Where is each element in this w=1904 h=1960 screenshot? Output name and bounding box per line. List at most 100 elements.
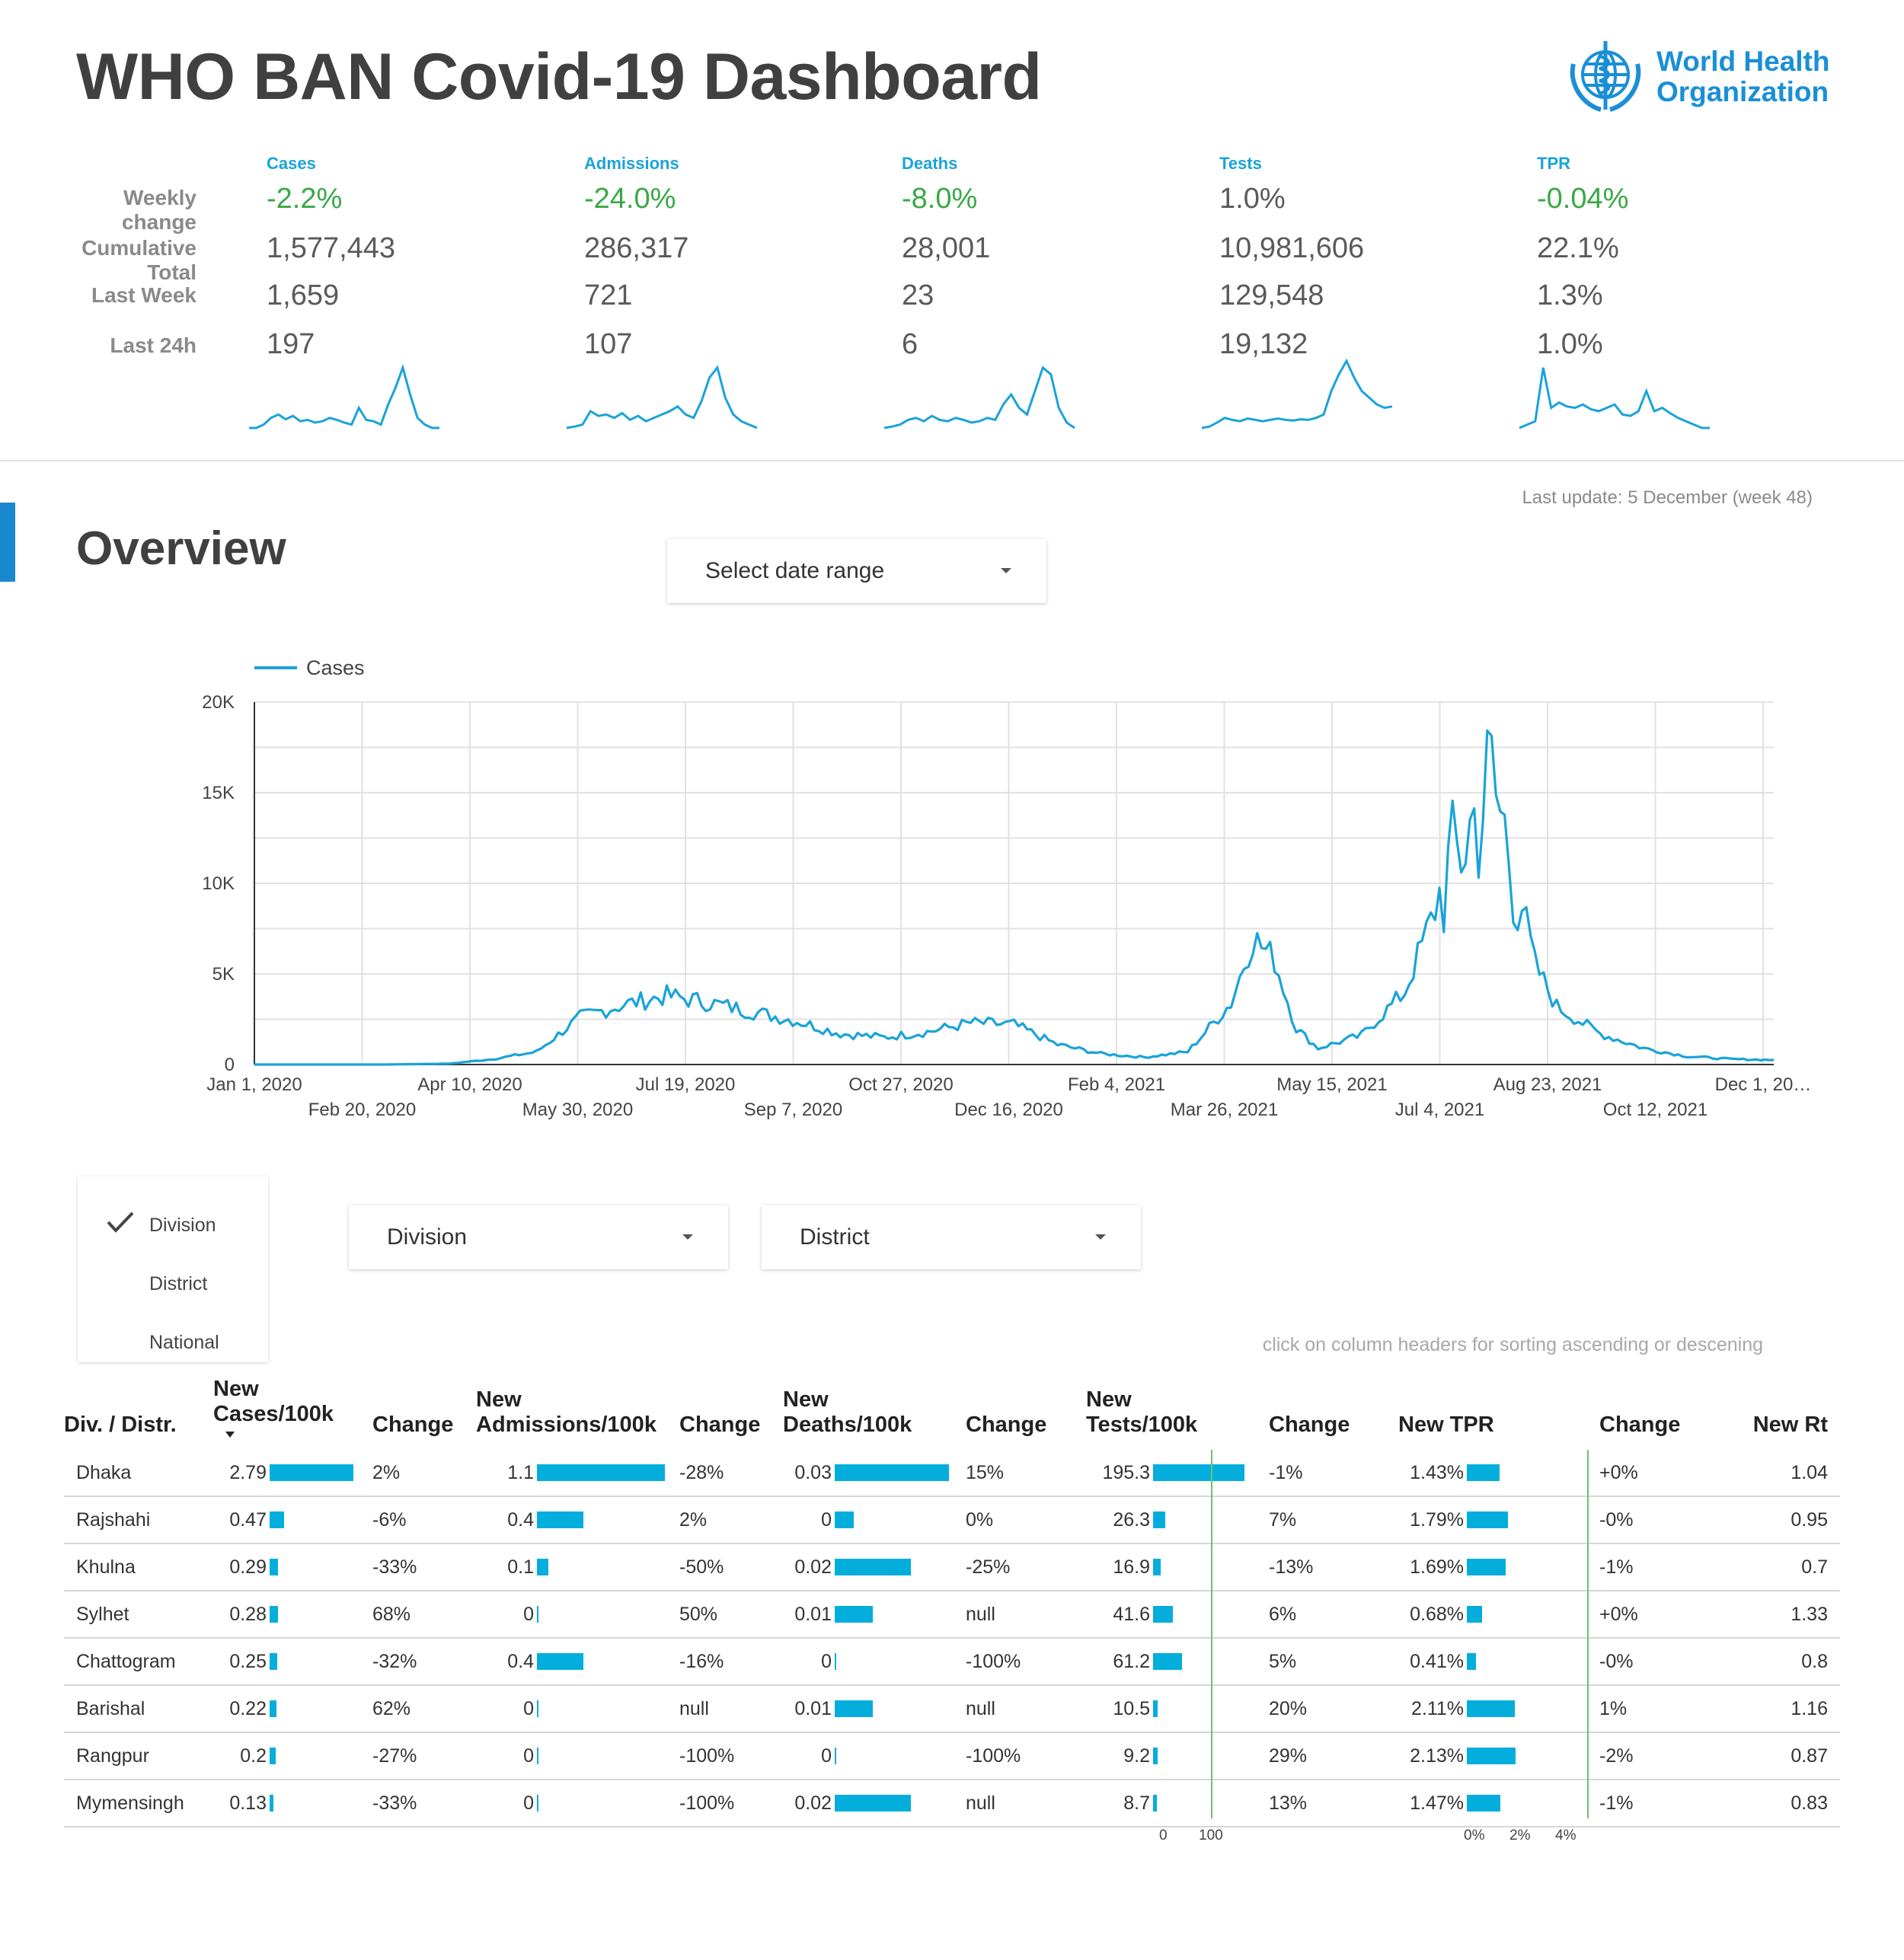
col-header-new-tests[interactable]: New Tests/100k <box>1086 1371 1269 1450</box>
col-header-new-tpr[interactable]: New TPR <box>1398 1413 1494 1437</box>
new-cases-cell: 0.22 <box>213 1685 372 1733</box>
new-tests-cell-value: 195.3 <box>1102 1461 1150 1483</box>
new-deaths-cell-bar <box>835 1653 836 1671</box>
level-option-district[interactable]: District <box>149 1273 208 1294</box>
sparkline-tpr <box>1519 367 1710 429</box>
sparkline-line <box>1519 367 1710 429</box>
admissions-change-cell: -50% <box>679 1543 783 1591</box>
section-accent-bar <box>0 503 15 582</box>
cases-change-cell: 68% <box>372 1591 476 1639</box>
sparkline-admissions <box>566 365 758 429</box>
admissions-change-cell: -100% <box>679 1732 783 1780</box>
x-tick-label: Oct 12, 2021 <box>1603 1100 1708 1120</box>
level-selector[interactable]: Division District National <box>78 1176 268 1362</box>
x-tick-label: Oct 27, 2020 <box>848 1074 953 1095</box>
date-range-dropdown[interactable]: Select date range <box>667 539 1046 603</box>
deaths-change-cell: -100% <box>966 1732 1086 1780</box>
table-row: Mymensingh 0.13 -33% 0 -100% 0.02 null 8.7 13% 1.… <box>64 1780 1840 1828</box>
deaths-change-cell: null <box>966 1685 1086 1733</box>
tests-change-cell: -13% <box>1269 1543 1398 1591</box>
col-header-tests-change[interactable]: Change <box>1269 1413 1350 1437</box>
new-rt-cell: 0.87 <box>1729 1732 1840 1780</box>
deaths-change-cell: null <box>966 1780 1086 1828</box>
admissions-change-cell: -28% <box>679 1450 783 1497</box>
row-name: Barishal <box>64 1685 213 1733</box>
new-deaths-cell-value: 0.01 <box>794 1603 832 1625</box>
new-admissions-cell-value: 1.1 <box>507 1461 534 1483</box>
kpi-tests-weekly: 1.0% <box>1219 183 1286 215</box>
x-tick-label: May 30, 2020 <box>522 1100 633 1120</box>
sparkline-line <box>249 363 439 429</box>
new-deaths-cell: 0.02 <box>783 1543 966 1591</box>
new-tests-cell-value: 8.7 <box>1123 1792 1150 1814</box>
col-header-deaths-change[interactable]: Change <box>966 1413 1047 1437</box>
new-rt-cell: 1.33 <box>1729 1591 1840 1639</box>
kpi-deaths-weekly: -8.0% <box>902 183 978 215</box>
new-tests-cell: 26.3 <box>1086 1496 1269 1544</box>
cases-series-line <box>254 729 1775 1066</box>
new-tests-cell-value: 41.6 <box>1113 1603 1150 1625</box>
tests-change-cell: 6% <box>1269 1591 1398 1639</box>
y-tick-label: 0 <box>225 1055 235 1075</box>
division-dropdown-label: Division <box>387 1224 468 1250</box>
x-tick-label: Apr 10, 2020 <box>417 1074 522 1095</box>
new-deaths-cell-value: 0 <box>821 1650 832 1672</box>
who-logo: World Health Organization <box>1561 34 1830 119</box>
chevron-down-icon <box>1095 1234 1106 1240</box>
new-admissions-cell-value: 0 <box>523 1697 534 1719</box>
new-admissions-cell-value: 0 <box>523 1745 534 1767</box>
new-cases-cell: 0.2 <box>213 1732 372 1780</box>
col-header-admissions-change[interactable]: Change <box>679 1413 761 1437</box>
col-header-name[interactable]: Div. / Distr. <box>64 1413 177 1437</box>
new-deaths-cell-bar <box>835 1559 911 1576</box>
tpr-axis-tick: 0% <box>1464 1828 1485 1843</box>
new-cases-cell-value: 2.79 <box>229 1461 267 1483</box>
tests-change-cell: 5% <box>1269 1638 1398 1686</box>
new-tpr-cell: 2.13% <box>1398 1732 1599 1780</box>
tpr-change-cell: -2% <box>1599 1732 1729 1780</box>
col-header-tpr-change[interactable]: Change <box>1599 1413 1681 1437</box>
new-tpr-cell-bar <box>1467 1464 1500 1482</box>
new-admissions-cell: 0 <box>476 1780 679 1828</box>
kpi-row-label: Weekly change <box>121 186 196 234</box>
col-header-new-rt[interactable]: New Rt <box>1752 1413 1828 1437</box>
new-tpr-cell-bar <box>1467 1606 1482 1623</box>
sparkline-cases <box>249 363 439 429</box>
tpr-axis-tick: 2% <box>1509 1828 1531 1843</box>
district-dropdown[interactable]: District <box>762 1205 1141 1269</box>
new-tpr-cell-value: 1.47% <box>1410 1792 1464 1814</box>
kpi-row-label: Cumulative Total <box>81 236 196 284</box>
x-tick-label: Jul 4, 2021 <box>1395 1100 1484 1120</box>
col-header-new-admissions[interactable]: New Admissions/100k <box>476 1371 679 1450</box>
new-tests-cell-bar <box>1153 1653 1182 1671</box>
new-rt-cell: 1.04 <box>1729 1450 1840 1497</box>
new-deaths-cell: 0.02 <box>783 1780 966 1828</box>
new-cases-cell: 0.47 <box>213 1496 372 1544</box>
new-admissions-cell: 0 <box>476 1685 679 1733</box>
row-name: Rangpur <box>64 1732 213 1780</box>
new-cases-cell-bar <box>270 1653 277 1671</box>
new-tpr-cell-bar <box>1467 1511 1508 1529</box>
new-admissions-cell-bar <box>537 1700 538 1718</box>
tests-axis-tick: 0 <box>1159 1828 1168 1843</box>
x-tick-label: Feb 20, 2020 <box>308 1100 416 1120</box>
new-tpr-cell: 1.43% <box>1398 1450 1599 1497</box>
kpi-tests-last-24h: 19,132 <box>1219 328 1308 360</box>
new-deaths-cell: 0 <box>783 1496 966 1544</box>
tests-change-cell: -1% <box>1269 1450 1398 1497</box>
new-tpr-cell-value: 2.11% <box>1410 1697 1464 1719</box>
col-header-new-deaths[interactable]: New Deaths/100k <box>783 1371 966 1450</box>
col-header-new-cases[interactable]: New Cases/100k <box>213 1371 372 1450</box>
new-admissions-cell-value: 0.1 <box>507 1556 534 1578</box>
new-rt-cell: 0.95 <box>1729 1496 1840 1544</box>
level-option-national[interactable]: National <box>149 1332 219 1353</box>
deaths-change-cell: null <box>966 1591 1086 1639</box>
new-deaths-cell: 0.01 <box>783 1591 966 1639</box>
sparkline-line <box>883 366 1075 429</box>
new-tests-cell-value: 9.2 <box>1123 1745 1150 1767</box>
level-option-division[interactable]: Division <box>149 1215 216 1236</box>
new-tests-cell: 9.2 <box>1086 1732 1269 1780</box>
new-tests-cell-bar <box>1153 1748 1158 1765</box>
division-dropdown[interactable]: Division <box>349 1205 728 1269</box>
col-header-cases-change[interactable]: Change <box>372 1413 454 1437</box>
